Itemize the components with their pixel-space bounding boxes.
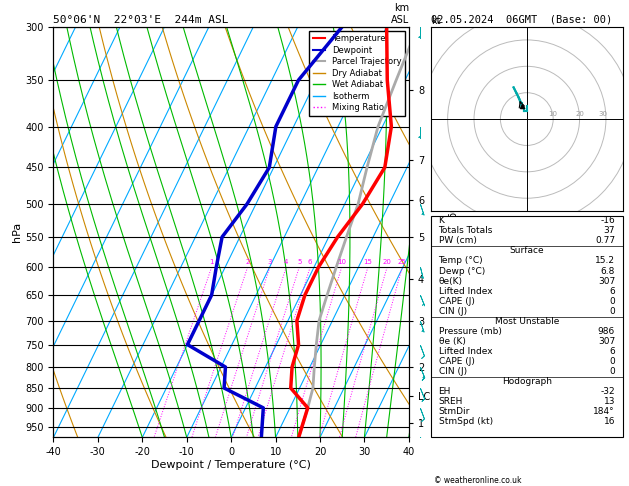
Text: CIN (J): CIN (J) [438, 367, 467, 376]
Text: 6: 6 [610, 347, 615, 356]
Text: 0: 0 [610, 307, 615, 316]
X-axis label: Dewpoint / Temperature (°C): Dewpoint / Temperature (°C) [151, 460, 311, 470]
Text: CIN (J): CIN (J) [438, 307, 467, 316]
Text: 37: 37 [604, 226, 615, 235]
Text: 2: 2 [245, 259, 250, 265]
Text: 10: 10 [548, 111, 558, 118]
Text: km
ASL: km ASL [391, 3, 409, 25]
Text: -16: -16 [600, 216, 615, 226]
Text: 0: 0 [610, 367, 615, 376]
Text: 50°06'N  22°03'E  244m ASL: 50°06'N 22°03'E 244m ASL [53, 15, 229, 25]
Text: 6.8: 6.8 [601, 266, 615, 276]
Text: 0.77: 0.77 [595, 236, 615, 245]
Text: CAPE (J): CAPE (J) [438, 357, 474, 366]
Text: StmDir: StmDir [438, 407, 470, 416]
Text: 1: 1 [209, 259, 214, 265]
Text: Pressure (mb): Pressure (mb) [438, 327, 501, 336]
Text: kt: kt [431, 16, 440, 26]
Text: Totals Totals: Totals Totals [438, 226, 493, 235]
Text: EH: EH [438, 387, 451, 396]
Text: 25: 25 [398, 259, 407, 265]
Legend: Temperature, Dewpoint, Parcel Trajectory, Dry Adiabat, Wet Adiabat, Isotherm, Mi: Temperature, Dewpoint, Parcel Trajectory… [309, 31, 404, 116]
Text: θe(K): θe(K) [438, 277, 462, 286]
Text: SREH: SREH [438, 397, 463, 406]
Text: 16: 16 [604, 417, 615, 426]
Text: 6: 6 [610, 287, 615, 295]
Text: Lifted Index: Lifted Index [438, 287, 492, 295]
FancyBboxPatch shape [431, 216, 623, 437]
Text: 15.2: 15.2 [595, 257, 615, 265]
Text: © weatheronline.co.uk: © weatheronline.co.uk [434, 476, 521, 485]
Text: 15: 15 [364, 259, 372, 265]
Y-axis label: Mixing Ratio (g/kg): Mixing Ratio (g/kg) [447, 186, 457, 278]
Text: StmSpd (kt): StmSpd (kt) [438, 417, 493, 426]
Text: K: K [438, 216, 445, 226]
Text: θe (K): θe (K) [438, 337, 465, 346]
Text: Surface: Surface [509, 246, 544, 256]
Text: -32: -32 [601, 387, 615, 396]
Text: Most Unstable: Most Unstable [494, 317, 559, 326]
Text: 20: 20 [575, 111, 584, 118]
Text: 3: 3 [267, 259, 272, 265]
Text: 5: 5 [297, 259, 301, 265]
Text: 307: 307 [598, 277, 615, 286]
Text: 13: 13 [604, 397, 615, 406]
Text: 184°: 184° [593, 407, 615, 416]
Text: Lifted Index: Lifted Index [438, 347, 492, 356]
Text: 6: 6 [308, 259, 313, 265]
Text: Temp (°C): Temp (°C) [438, 257, 483, 265]
Text: 986: 986 [598, 327, 615, 336]
Text: 02.05.2024  06GMT  (Base: 00): 02.05.2024 06GMT (Base: 00) [431, 14, 612, 24]
Text: PW (cm): PW (cm) [438, 236, 476, 245]
Text: 4: 4 [284, 259, 288, 265]
Text: 30: 30 [599, 111, 608, 118]
Text: 307: 307 [598, 337, 615, 346]
Text: Dewp (°C): Dewp (°C) [438, 266, 485, 276]
Text: CAPE (J): CAPE (J) [438, 296, 474, 306]
Text: Hodograph: Hodograph [502, 377, 552, 386]
Text: 0: 0 [610, 296, 615, 306]
Text: 0: 0 [610, 357, 615, 366]
Text: 10: 10 [337, 259, 346, 265]
Y-axis label: hPa: hPa [13, 222, 23, 242]
Text: 20: 20 [382, 259, 391, 265]
